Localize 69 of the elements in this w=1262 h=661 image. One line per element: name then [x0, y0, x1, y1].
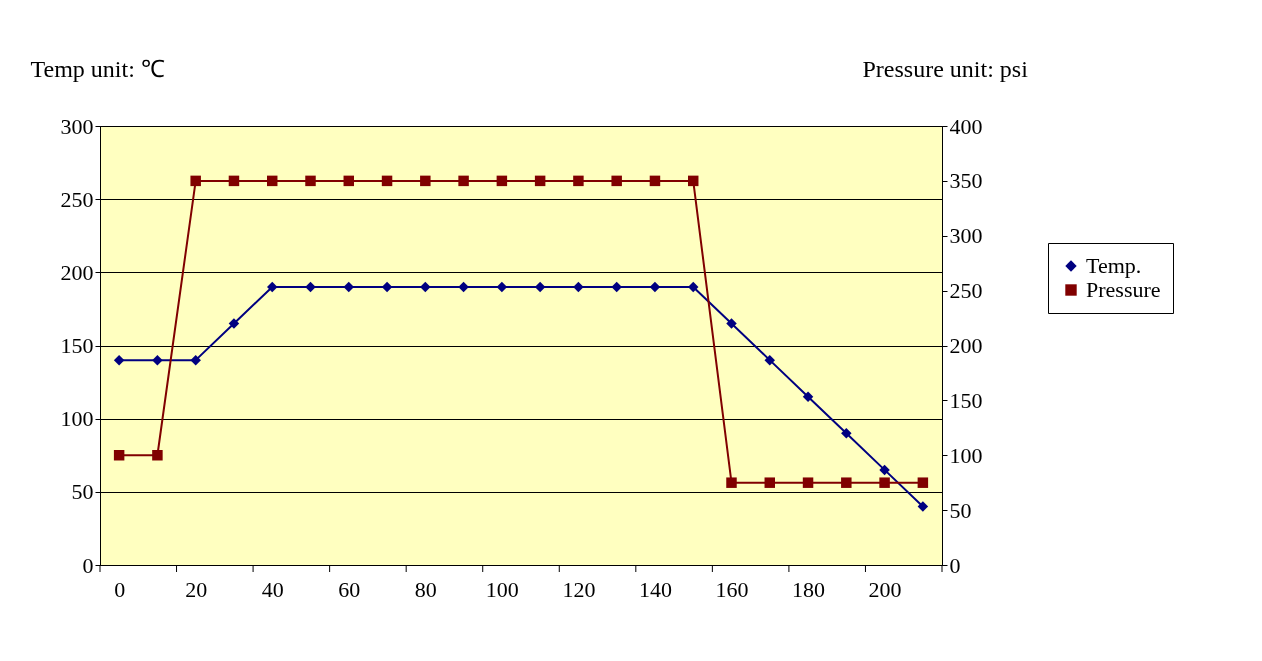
y-axis-title: Temp unit: ℃ — [30, 55, 165, 82]
point — [917, 501, 929, 512]
point — [113, 450, 125, 461]
point — [420, 281, 431, 293]
point — [611, 281, 622, 293]
point — [534, 175, 546, 187]
y2-tick-label: 50 — [949, 497, 972, 523]
y2-tick-label: 400 — [949, 113, 983, 139]
legend-label: Temp. — [1086, 253, 1142, 278]
y-tick-label: 0 — [82, 552, 94, 578]
y2-tick-label: 350 — [949, 168, 983, 194]
legend-label: Pressure — [1086, 277, 1161, 302]
point — [266, 175, 278, 187]
x-tick-label: 180 — [792, 576, 826, 602]
point — [726, 477, 737, 488]
point — [764, 477, 776, 488]
x-tick-label: 40 — [261, 576, 284, 602]
x-tick-label: 160 — [715, 576, 749, 602]
point — [841, 428, 852, 439]
point — [190, 175, 201, 187]
point — [458, 281, 469, 293]
point — [802, 477, 814, 488]
point — [649, 175, 661, 187]
point — [228, 175, 240, 187]
y2-tick-label: 0 — [949, 552, 961, 578]
point — [841, 477, 852, 488]
point — [917, 477, 929, 488]
point — [420, 175, 431, 187]
x-tick-label: 200 — [868, 576, 902, 602]
y2-tick-label: 150 — [949, 387, 983, 413]
x-tick-label: 100 — [485, 576, 519, 602]
point — [573, 281, 584, 293]
point — [152, 354, 163, 366]
x-tick-label: 80 — [414, 576, 437, 602]
y2-tick-label: 250 — [949, 278, 983, 304]
point — [190, 354, 201, 366]
y-tick-label: 250 — [60, 186, 94, 212]
point — [496, 175, 508, 187]
point — [152, 450, 163, 461]
y2-tick-label: 100 — [949, 442, 983, 468]
y-tick-label: 50 — [71, 479, 94, 505]
point — [343, 175, 355, 187]
y-tick-label: 100 — [60, 406, 94, 432]
point — [458, 175, 469, 187]
x-tick-label: 20 — [185, 576, 208, 602]
point — [381, 175, 393, 187]
point — [611, 175, 622, 187]
y-tick-label: 200 — [60, 259, 94, 285]
x-tick-label: 60 — [338, 576, 361, 602]
y2-axis-title: Pressure unit: psi — [862, 55, 1029, 82]
point — [305, 281, 316, 293]
y2-tick-label: 200 — [949, 333, 983, 358]
y-tick-label: 300 — [60, 113, 94, 139]
x-tick-label: 140 — [638, 576, 672, 602]
point — [726, 318, 737, 329]
point — [113, 354, 125, 366]
point — [228, 318, 240, 329]
x-tick-label: 120 — [562, 576, 596, 602]
point — [879, 464, 890, 476]
point — [266, 281, 278, 293]
point — [764, 354, 776, 366]
point — [687, 175, 699, 187]
y-tick-label: 150 — [60, 333, 94, 358]
point — [802, 391, 814, 402]
point — [879, 477, 890, 488]
point — [573, 175, 584, 187]
point — [305, 175, 316, 187]
x-tick-label: 0 — [114, 576, 126, 602]
y2-tick-label: 300 — [949, 223, 983, 249]
